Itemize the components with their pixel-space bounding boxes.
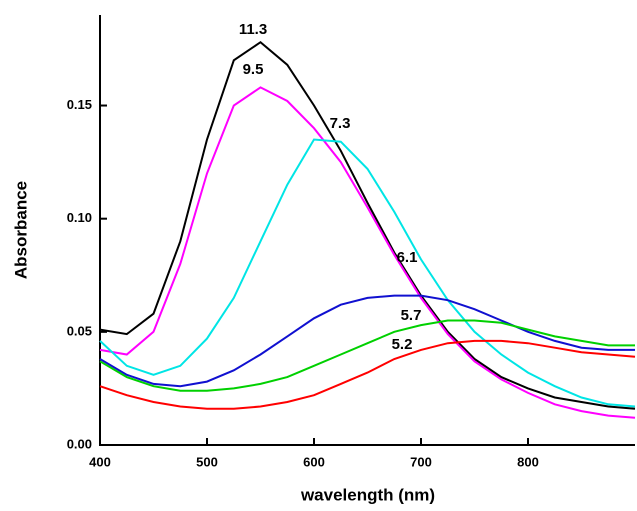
y-tick-label: 0.05 — [67, 323, 92, 338]
series-label: 11.3 — [239, 21, 267, 38]
axis-frame — [99, 15, 635, 446]
series-line — [99, 40, 636, 410]
series-line — [99, 294, 635, 388]
series-label: 5.7 — [401, 307, 422, 324]
y-tick-label: 0.10 — [67, 210, 92, 225]
y-axis-title: Absorbance — [11, 181, 30, 279]
series-label: 7.3 — [330, 115, 351, 132]
x-tick-label: 500 — [196, 454, 218, 469]
y-tick-label: 0.00 — [67, 436, 92, 451]
y-tick-label: 0.15 — [67, 97, 92, 112]
x-tick-label: 600 — [303, 454, 325, 469]
series-line — [99, 319, 635, 392]
series-line — [99, 138, 636, 408]
series-line — [99, 339, 636, 410]
x-tick-label: 400 — [89, 454, 111, 469]
x-tick-label: 700 — [410, 454, 432, 469]
x-tick-label: 800 — [517, 454, 539, 469]
series-label: 5.2 — [392, 336, 413, 353]
series-label: 9.5 — [243, 61, 264, 78]
series-label: 6.1 — [397, 249, 418, 266]
x-axis-title: wavelength (nm) — [300, 485, 435, 504]
series-line — [99, 86, 636, 419]
